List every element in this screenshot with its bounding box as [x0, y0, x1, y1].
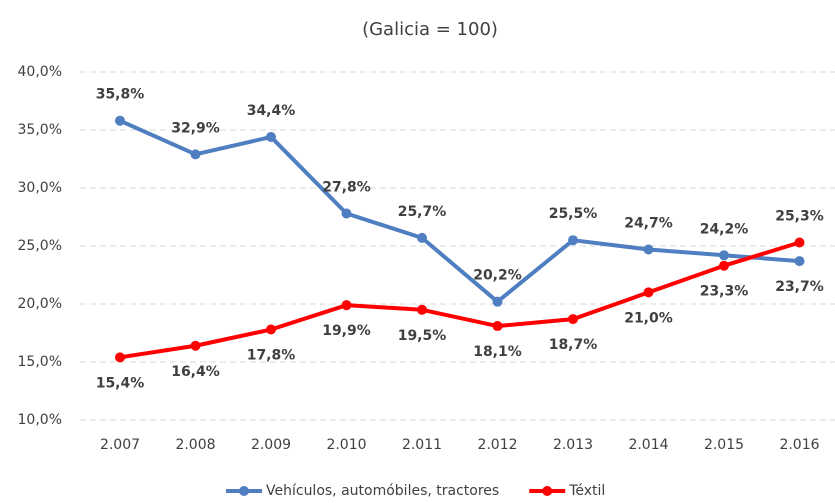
y-tick-label: 35,0%: [18, 122, 62, 138]
x-tick-label: 2.015: [704, 437, 744, 453]
y-tick-label: 25,0%: [18, 238, 62, 254]
x-tick-label: 2.011: [402, 437, 442, 453]
data-point: [417, 232, 427, 243]
data-label: 19,9%: [322, 323, 371, 339]
data-point: [115, 115, 125, 126]
y-tick-label: 15,0%: [18, 354, 62, 370]
legend-item: Vehículos, automóbiles, tractores: [226, 483, 499, 499]
data-point: [794, 256, 805, 267]
data-point: [568, 314, 578, 325]
data-label: 24,2%: [700, 221, 749, 237]
data-point: [417, 304, 427, 315]
x-tick-label: 2.013: [553, 437, 593, 453]
data-point: [341, 300, 352, 311]
data-point: [643, 287, 654, 298]
data-label: 25,7%: [398, 204, 447, 220]
data-label: 25,3%: [775, 209, 824, 225]
data-point: [266, 131, 276, 142]
data-point: [190, 149, 201, 160]
data-point: [568, 235, 578, 246]
data-point: [492, 296, 503, 307]
data-point: [341, 208, 352, 219]
data-label: 16,4%: [171, 364, 220, 380]
data-label: 23,3%: [700, 284, 749, 300]
x-tick-label: 2.016: [779, 437, 819, 453]
data-label: 19,5%: [398, 328, 447, 344]
data-label: 32,9%: [171, 120, 220, 136]
y-tick-label: 10,0%: [18, 412, 62, 428]
data-label: 20,2%: [473, 268, 522, 284]
y-tick-label: 30,0%: [18, 180, 62, 196]
chart-title: (Galicia = 100): [362, 19, 498, 40]
data-label: 25,5%: [549, 206, 598, 222]
legend-label: Vehículos, automóbiles, tractores: [266, 483, 499, 499]
legend-marker: [239, 486, 249, 496]
data-label: 17,8%: [247, 348, 296, 364]
data-point: [266, 324, 276, 335]
data-label: 21,0%: [624, 310, 673, 326]
series-line: [119, 118, 800, 304]
x-tick-label: 2.012: [477, 437, 517, 453]
data-label: 15,4%: [96, 375, 145, 391]
y-tick-label: 20,0%: [18, 296, 62, 312]
legend-item: Téxtil: [529, 483, 605, 499]
data-point: [190, 340, 201, 351]
data-point: [492, 321, 503, 332]
data-point: [719, 260, 729, 271]
data-label: 34,4%: [247, 103, 296, 119]
x-tick-label: 2.009: [251, 437, 291, 453]
x-tick-label: 2.010: [326, 437, 366, 453]
data-label: 24,7%: [624, 215, 673, 231]
data-point: [794, 237, 805, 248]
legend-label: Téxtil: [568, 483, 605, 499]
series-line: [119, 240, 801, 360]
data-label: 18,7%: [549, 337, 598, 353]
y-tick-label: 40,0%: [18, 64, 62, 80]
x-tick-label: 2.008: [175, 437, 215, 453]
legend-marker: [542, 486, 553, 496]
data-point: [643, 244, 654, 255]
data-label: 27,8%: [322, 180, 371, 196]
data-point: [115, 352, 125, 363]
data-label: 18,1%: [473, 344, 522, 360]
data-label: 35,8%: [96, 87, 145, 103]
data-label: 23,7%: [775, 279, 824, 295]
data-point: [719, 250, 729, 261]
x-tick-label: 2.007: [100, 437, 140, 453]
x-tick-label: 2.014: [628, 437, 668, 453]
